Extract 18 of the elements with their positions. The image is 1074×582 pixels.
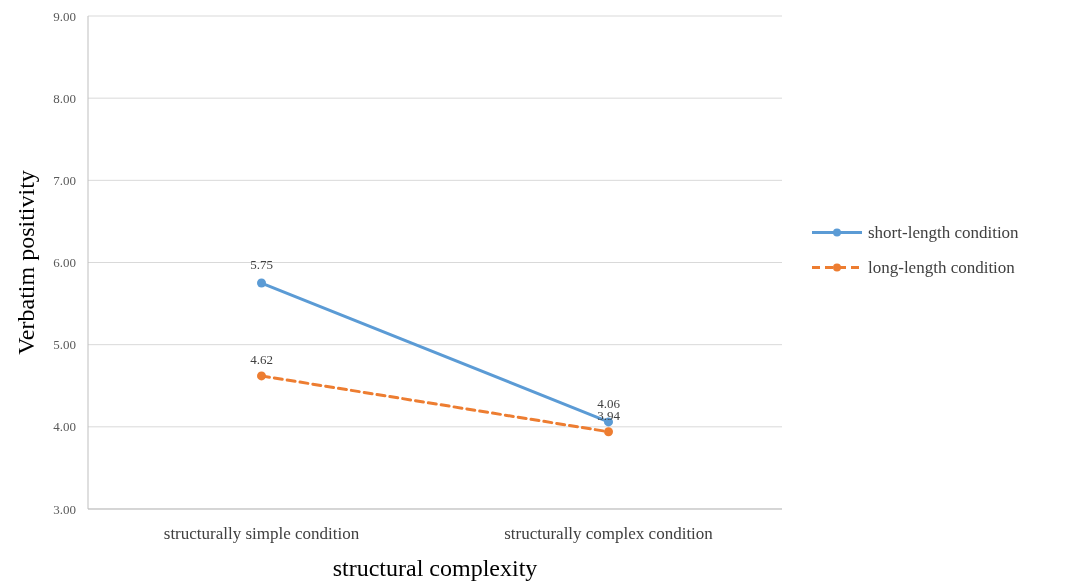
- x-axis-title: structural complexity: [332, 555, 538, 581]
- point: [604, 427, 613, 437]
- y-tick-label: 9.00: [53, 8, 76, 24]
- y-tick-label: 4.00: [53, 419, 76, 435]
- data-label: 4.62: [250, 351, 273, 367]
- point: [257, 371, 266, 381]
- data-label: 5.75: [250, 257, 273, 273]
- x-tick-label: structurally simple condition: [163, 524, 360, 543]
- y-tick-label: 3.00: [53, 501, 76, 517]
- y-tick-label: 7.00: [53, 172, 76, 188]
- y-tick-label: 8.00: [53, 90, 76, 106]
- y-tick-label: 6.00: [53, 255, 76, 271]
- point: [257, 278, 266, 288]
- y-tick-label: 5.00: [53, 337, 76, 353]
- legend-label: long-length condition: [868, 257, 1016, 277]
- legend-label: short-length condition: [868, 222, 1020, 242]
- y-axis-title: Verbatim positivity: [13, 170, 39, 355]
- x-tick-label: structurally complex condition: [504, 524, 714, 543]
